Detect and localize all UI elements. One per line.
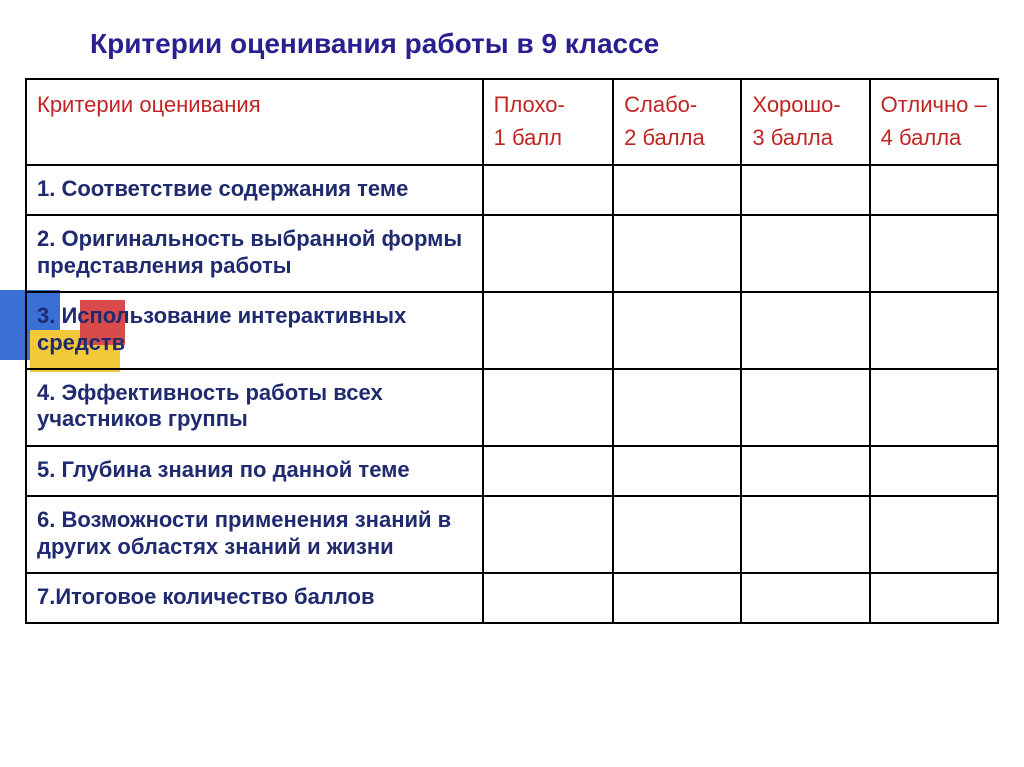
criteria-cell: 5. Глубина знания по данной теме <box>26 446 483 496</box>
score-cell <box>870 292 998 369</box>
score-cell <box>613 215 741 292</box>
score-cell <box>741 215 869 292</box>
col-header-good: Хорошо- 3 балла <box>741 79 869 165</box>
table-row: 1. Соответствие содержания теме <box>26 165 998 215</box>
table-row: 2. Оригинальность выбранной формы предст… <box>26 215 998 292</box>
header-line: Слабо- <box>624 92 697 117</box>
header-line: 3 балла <box>752 125 833 150</box>
score-cell <box>741 446 869 496</box>
score-cell <box>483 496 613 573</box>
score-cell <box>741 573 869 623</box>
table-row: 7.Итоговое количество баллов <box>26 573 998 623</box>
table-row: 6. Возможности применения знаний в други… <box>26 496 998 573</box>
header-line: Хорошо- <box>752 92 840 117</box>
score-cell <box>741 369 869 446</box>
criteria-cell: 2. Оригинальность выбранной формы предст… <box>26 215 483 292</box>
table-row: 4. Эффективность работы всех участников … <box>26 369 998 446</box>
table-row: 3. Использование интерактивных средств <box>26 292 998 369</box>
score-cell <box>870 496 998 573</box>
col-header-criteria: Критерии оценивания <box>26 79 483 165</box>
score-cell <box>483 446 613 496</box>
score-cell <box>613 573 741 623</box>
col-header-weak: Слабо- 2 балла <box>613 79 741 165</box>
score-cell <box>483 165 613 215</box>
criteria-cell: 1. Соответствие содержания теме <box>26 165 483 215</box>
header-line: Критерии оценивания <box>37 92 261 117</box>
header-line: 1 балл <box>494 125 562 150</box>
table-body: 1. Соответствие содержания теме2. Оригин… <box>26 165 998 623</box>
score-cell <box>483 215 613 292</box>
score-cell <box>870 215 998 292</box>
col-header-poor: Плохо- 1 балл <box>483 79 613 165</box>
score-cell <box>613 496 741 573</box>
header-line: 2 балла <box>624 125 705 150</box>
score-cell <box>483 292 613 369</box>
assessment-table: Критерии оценивания Плохо- 1 балл Слабо- 2… <box>25 78 999 624</box>
col-header-excellent: Отлично – 4 балла <box>870 79 998 165</box>
assessment-table-wrapper: Критерии оценивания Плохо- 1 балл Слабо- 2… <box>25 78 999 624</box>
score-cell <box>613 369 741 446</box>
page-title: Критерии оценивания работы в 9 классе <box>0 0 1024 78</box>
header-line: Плохо- <box>494 92 565 117</box>
header-line: Отлично – <box>881 92 987 117</box>
criteria-cell: 6. Возможности применения знаний в други… <box>26 496 483 573</box>
table-header-row: Критерии оценивания Плохо- 1 балл Слабо- 2… <box>26 79 998 165</box>
score-cell <box>870 165 998 215</box>
score-cell <box>613 165 741 215</box>
table-row: 5. Глубина знания по данной теме <box>26 446 998 496</box>
header-line: 4 балла <box>881 125 962 150</box>
score-cell <box>741 165 869 215</box>
criteria-cell: 3. Использование интерактивных средств <box>26 292 483 369</box>
score-cell <box>613 446 741 496</box>
score-cell <box>870 369 998 446</box>
score-cell <box>483 369 613 446</box>
score-cell <box>483 573 613 623</box>
score-cell <box>741 496 869 573</box>
score-cell <box>870 446 998 496</box>
score-cell <box>870 573 998 623</box>
criteria-cell: 7.Итоговое количество баллов <box>26 573 483 623</box>
score-cell <box>613 292 741 369</box>
criteria-cell: 4. Эффективность работы всех участников … <box>26 369 483 446</box>
score-cell <box>741 292 869 369</box>
